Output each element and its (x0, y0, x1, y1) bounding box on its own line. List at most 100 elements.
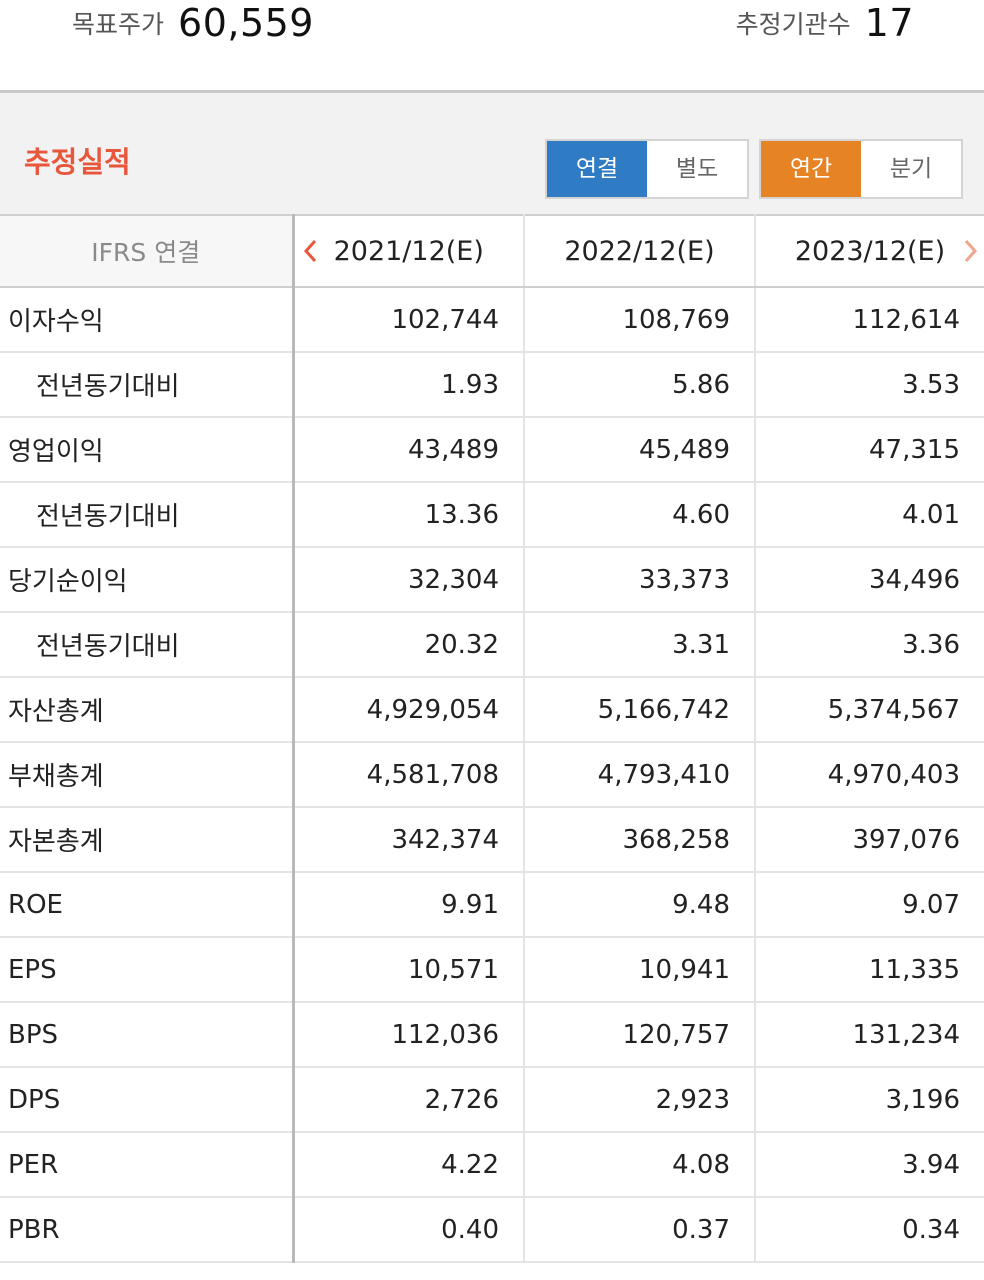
section-header: 추정실적 연결 별도 연간 분기 (0, 93, 984, 214)
table-cell: 9.48 (524, 872, 756, 938)
table-cell: 13.36 (293, 482, 525, 548)
table-cell: 0.40 (293, 1197, 525, 1263)
table-cell: 4.60 (524, 482, 756, 548)
column-header-label: 2023/12(E) (794, 235, 946, 267)
table-cell: 4.01 (755, 482, 984, 548)
table-cell: 131,234 (755, 1002, 984, 1068)
summary-bar: 목표주가 60,559 추정기관수 17 (0, 0, 984, 90)
row-label: 전년동기대비 (0, 352, 295, 418)
table-cell: 1.93 (293, 352, 525, 418)
table-cell: 33,373 (524, 547, 756, 613)
table-cell: 3,196 (755, 1067, 984, 1133)
corner-label: IFRS 연결 (0, 214, 295, 288)
table-cell: 34,496 (755, 547, 984, 613)
table-row: 부채총계 4,581,708 4,793,410 4,970,403 (0, 742, 984, 808)
column-header-label: 2021/12(E) (333, 235, 484, 267)
table-cell: 5.86 (524, 352, 756, 418)
row-label: EPS (0, 937, 295, 1003)
estimator-count-label: 추정기관수 (735, 10, 851, 39)
consolidated-button[interactable]: 연결 (547, 141, 647, 197)
table-row: EPS 10,571 10,941 11,335 (0, 937, 984, 1003)
row-label: 자산총계 (0, 677, 295, 743)
table-cell: 112,614 (755, 287, 984, 353)
row-label: 전년동기대비 (0, 482, 295, 548)
table-cell: 45,489 (524, 417, 756, 483)
row-label: 당기순이익 (0, 547, 295, 613)
estimator-count: 추정기관수 17 (736, 0, 914, 46)
table-row: 자산총계 4,929,054 5,166,742 5,374,567 (0, 677, 984, 743)
separate-button[interactable]: 별도 (647, 141, 747, 197)
table-cell: 47,315 (755, 417, 984, 483)
table-cell: 108,769 (524, 287, 756, 353)
table-cell: 3.36 (755, 612, 984, 678)
table-cell: 5,166,742 (524, 677, 756, 743)
row-label: PBR (0, 1197, 295, 1263)
table-row: BPS 112,036 120,757 131,234 (0, 1002, 984, 1068)
table-cell: 9.91 (293, 872, 525, 938)
table-cell: 43,489 (293, 417, 525, 483)
table-cell: 5,374,567 (755, 677, 984, 743)
table-header-row: IFRS 연결 2021/12(E) 2022/12(E) 2023/12(E) (0, 214, 984, 288)
table-row: 당기순이익 32,304 33,373 34,496 (0, 547, 984, 613)
table-cell: 3.53 (755, 352, 984, 418)
chevron-right-icon[interactable] (964, 239, 978, 263)
row-label: 전년동기대비 (0, 612, 295, 678)
estimator-count-value: 17 (864, 1, 914, 45)
row-label: 자본총계 (0, 807, 295, 873)
table-cell: 397,076 (755, 807, 984, 873)
section-title: 추정실적 (24, 145, 131, 179)
table-cell: 0.34 (755, 1197, 984, 1263)
period-toggle: 연간 분기 (759, 139, 963, 199)
target-price: 목표주가 60,559 (72, 0, 314, 46)
table-row: 이자수익 102,744 108,769 112,614 (0, 287, 984, 353)
quarterly-button[interactable]: 분기 (861, 141, 961, 197)
annual-button[interactable]: 연간 (761, 141, 861, 197)
table-cell: 2,726 (293, 1067, 525, 1133)
table-cell: 10,571 (293, 937, 525, 1003)
table-cell: 3.31 (524, 612, 756, 678)
table-row: 자본총계 342,374 368,258 397,076 (0, 807, 984, 873)
divider (0, 90, 984, 93)
row-label: PER (0, 1132, 295, 1198)
table-cell: 342,374 (293, 807, 525, 873)
table-row: 전년동기대비 13.36 4.60 4.01 (0, 482, 984, 548)
table-cell: 3.94 (755, 1132, 984, 1198)
table-row: PBR 0.40 0.37 0.34 (0, 1197, 984, 1263)
target-price-label: 목표주가 (72, 10, 165, 39)
table-cell: 10,941 (524, 937, 756, 1003)
table-cell: 11,335 (755, 937, 984, 1003)
table-cell: 368,258 (524, 807, 756, 873)
table-cell: 4.22 (293, 1132, 525, 1198)
table-cell: 32,304 (293, 547, 525, 613)
table-cell: 120,757 (524, 1002, 756, 1068)
row-label: ROE (0, 872, 295, 938)
row-label: BPS (0, 1002, 295, 1068)
column-header: 2022/12(E) (524, 214, 756, 288)
table-cell: 112,036 (293, 1002, 525, 1068)
column-header: 2023/12(E) (755, 214, 984, 288)
table-row: DPS 2,726 2,923 3,196 (0, 1067, 984, 1133)
row-label: 영업이익 (0, 417, 295, 483)
estimates-table: IFRS 연결 2021/12(E) 2022/12(E) 2023/12(E)… (0, 214, 984, 1263)
table-row: 영업이익 43,489 45,489 47,315 (0, 417, 984, 483)
row-label: 이자수익 (0, 287, 295, 353)
column-header: 2021/12(E) (293, 214, 525, 288)
table-cell: 102,744 (293, 287, 525, 353)
table-cell: 0.37 (524, 1197, 756, 1263)
row-label: 부채총계 (0, 742, 295, 808)
chevron-left-icon[interactable] (303, 239, 317, 263)
table-cell: 4,793,410 (524, 742, 756, 808)
table-row: PER 4.22 4.08 3.94 (0, 1132, 984, 1198)
table-cell: 4.08 (524, 1132, 756, 1198)
column-header-label: 2022/12(E) (564, 235, 715, 267)
scope-toggle: 연결 별도 (545, 139, 749, 199)
table-cell: 4,929,054 (293, 677, 525, 743)
table-cell: 20.32 (293, 612, 525, 678)
row-label: DPS (0, 1067, 295, 1133)
table-row: ROE 9.91 9.48 9.07 (0, 872, 984, 938)
table-row: 전년동기대비 1.93 5.86 3.53 (0, 352, 984, 418)
table-cell: 4,970,403 (755, 742, 984, 808)
table-cell: 2,923 (524, 1067, 756, 1133)
target-price-value: 60,559 (178, 1, 314, 45)
table-row: 전년동기대비 20.32 3.31 3.36 (0, 612, 984, 678)
